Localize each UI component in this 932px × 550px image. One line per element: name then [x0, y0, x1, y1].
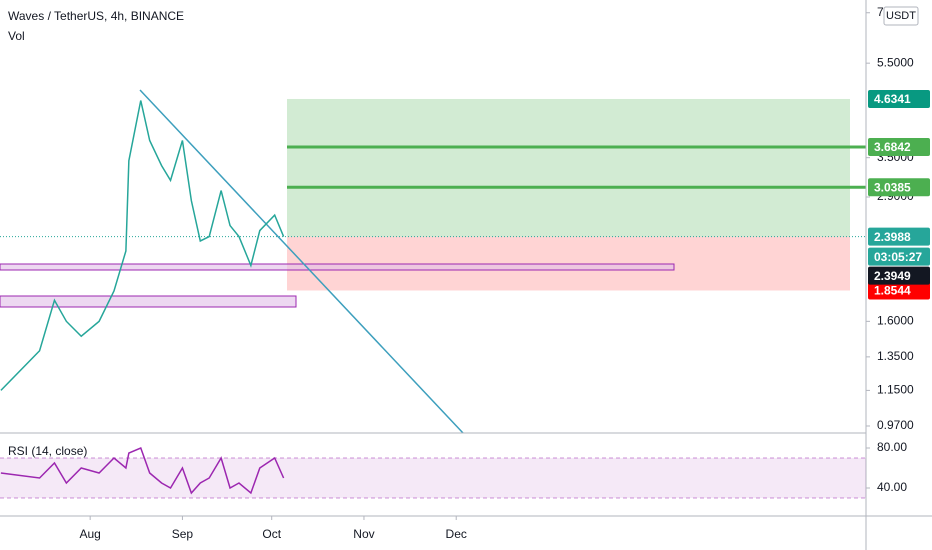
plot [0, 89, 866, 434]
volume-label: Vol [8, 29, 25, 43]
currency-box[interactable] [883, 6, 919, 26]
price-tag-label: 2.3988 [874, 230, 911, 244]
price-tag [868, 178, 930, 197]
support-zone [0, 263, 675, 271]
price-tag-label: 3.0385 [874, 180, 911, 194]
y-tick-label: 1.3500 [877, 349, 914, 363]
support-zone [0, 295, 297, 308]
price-tag [868, 89, 930, 108]
price-tag-label: 2.3949 [874, 269, 911, 283]
trendline [139, 89, 464, 434]
x-tick-label: Nov [353, 527, 374, 541]
price-tag-label: 03:05:27 [874, 250, 922, 264]
rsi-line [0, 447, 285, 495]
price-tag-label: 4.6341 [874, 92, 911, 106]
price-tag [868, 266, 930, 285]
rsi-title: RSI (14, close) [8, 444, 87, 458]
currency[interactable]: USDT [886, 10, 916, 22]
x-tick-label: Sep [172, 527, 194, 541]
price-tag-label: 1.8544 [874, 284, 911, 298]
rsi-tick-label: 80.00 [877, 440, 907, 454]
rsi-band [0, 458, 866, 498]
price-tag-label: 3.6842 [874, 140, 911, 154]
chart-title: Waves / TetherUS, 4h, BINANCE [8, 9, 184, 23]
x-tick-label: Aug [79, 527, 100, 541]
x-tick-label: Oct [262, 527, 281, 541]
y-tick-label: 0.9700 [877, 418, 914, 432]
rsi-tick-label: 40.00 [877, 480, 907, 494]
y-tick-label: 1.1500 [877, 383, 914, 397]
price-tag [868, 281, 930, 300]
y-tick-label: 1.6000 [877, 314, 914, 328]
y-tick-label: 7 [877, 5, 884, 19]
y-tick-label: 5.5000 [877, 55, 914, 69]
price-line [0, 100, 285, 391]
price-tag [868, 227, 930, 246]
price-tag [868, 137, 930, 156]
x-tick-label: Dec [446, 527, 467, 541]
price-tag [868, 247, 930, 266]
profit-zone [287, 98, 850, 237]
